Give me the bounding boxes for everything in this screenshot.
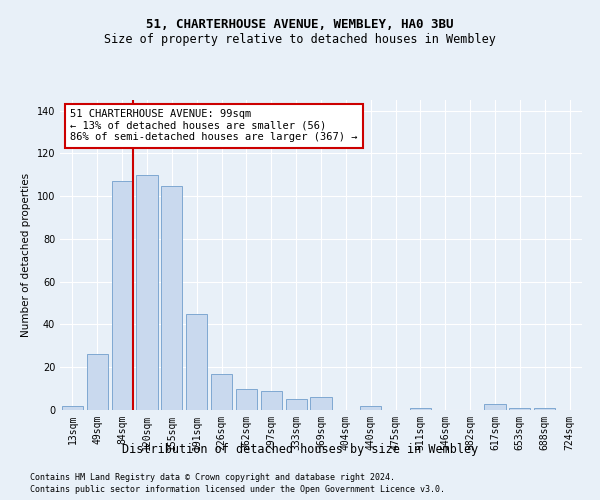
Bar bbox=[410, 408, 431, 410]
Bar bbox=[186, 314, 207, 410]
Bar bbox=[211, 374, 232, 410]
Text: Size of property relative to detached houses in Wembley: Size of property relative to detached ho… bbox=[104, 32, 496, 46]
Bar bbox=[236, 388, 257, 410]
Bar bbox=[112, 181, 133, 410]
Text: Contains HM Land Registry data © Crown copyright and database right 2024.: Contains HM Land Registry data © Crown c… bbox=[30, 472, 395, 482]
Bar bbox=[534, 408, 555, 410]
Bar bbox=[261, 391, 282, 410]
Bar bbox=[360, 406, 381, 410]
Bar bbox=[161, 186, 182, 410]
Bar bbox=[484, 404, 506, 410]
Bar bbox=[509, 408, 530, 410]
Text: Contains public sector information licensed under the Open Government Licence v3: Contains public sector information licen… bbox=[30, 485, 445, 494]
Text: 51 CHARTERHOUSE AVENUE: 99sqm
← 13% of detached houses are smaller (56)
86% of s: 51 CHARTERHOUSE AVENUE: 99sqm ← 13% of d… bbox=[70, 110, 358, 142]
Bar bbox=[87, 354, 108, 410]
Text: Distribution of detached houses by size in Wembley: Distribution of detached houses by size … bbox=[122, 442, 478, 456]
Text: 51, CHARTERHOUSE AVENUE, WEMBLEY, HA0 3BU: 51, CHARTERHOUSE AVENUE, WEMBLEY, HA0 3B… bbox=[146, 18, 454, 30]
Bar bbox=[136, 175, 158, 410]
Bar bbox=[286, 400, 307, 410]
Y-axis label: Number of detached properties: Number of detached properties bbox=[21, 173, 31, 337]
Bar bbox=[310, 397, 332, 410]
Bar bbox=[62, 406, 83, 410]
